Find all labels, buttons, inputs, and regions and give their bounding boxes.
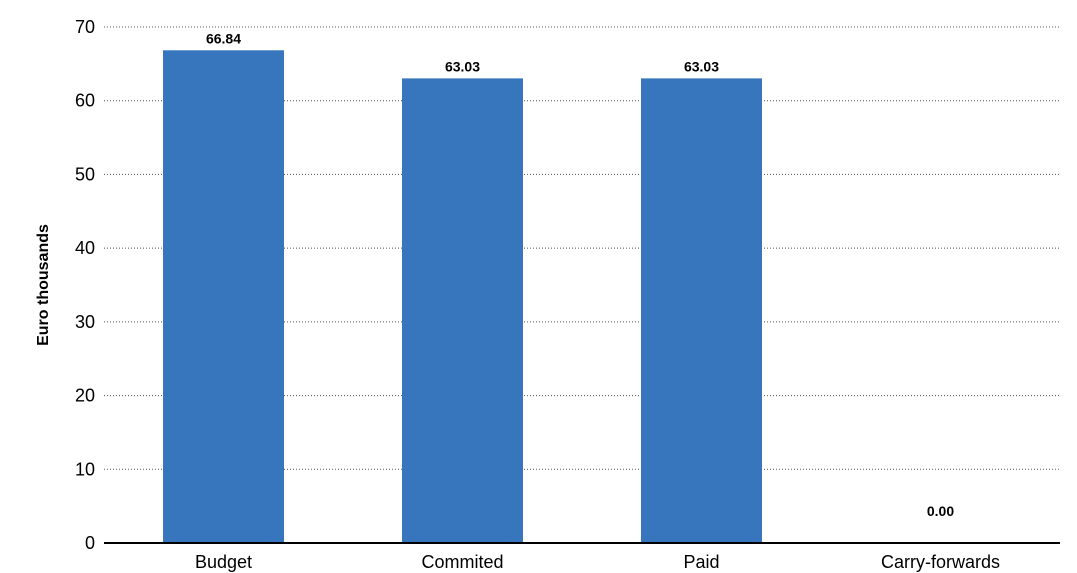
y-tick-label-60: 60 <box>75 91 95 111</box>
data-label-carry-forwards: 0.00 <box>927 503 954 519</box>
bars <box>163 50 762 544</box>
y-tick-label-10: 10 <box>75 459 95 479</box>
y-tick-label-50: 50 <box>75 164 95 184</box>
x-axis-categories: Budget Commited Paid Carry-forwards <box>195 552 1000 572</box>
y-tick-label-40: 40 <box>75 238 95 258</box>
y-tick-label-20: 20 <box>75 386 95 406</box>
bar-commited <box>402 78 523 544</box>
y-tick-label-0: 0 <box>85 533 95 553</box>
data-label-paid: 63.03 <box>684 58 719 74</box>
y-tick-label-30: 30 <box>75 312 95 332</box>
x-category-label-budget: Budget <box>195 552 252 572</box>
data-labels: 66.84 63.03 63.03 0.00 <box>206 30 954 519</box>
data-label-budget: 66.84 <box>206 30 241 46</box>
x-category-label-carry-forwards: Carry-forwards <box>881 552 1000 572</box>
data-label-commited: 63.03 <box>445 58 480 74</box>
bar-paid <box>641 78 762 544</box>
x-category-label-paid: Paid <box>683 552 719 572</box>
y-axis-title: Euro thousands <box>35 224 52 346</box>
x-category-label-commited: Commited <box>421 552 503 572</box>
bar-budget <box>163 50 284 544</box>
y-tick-label-70: 70 <box>75 17 95 37</box>
y-axis-ticks: 0 10 20 30 40 50 60 70 <box>75 17 95 553</box>
